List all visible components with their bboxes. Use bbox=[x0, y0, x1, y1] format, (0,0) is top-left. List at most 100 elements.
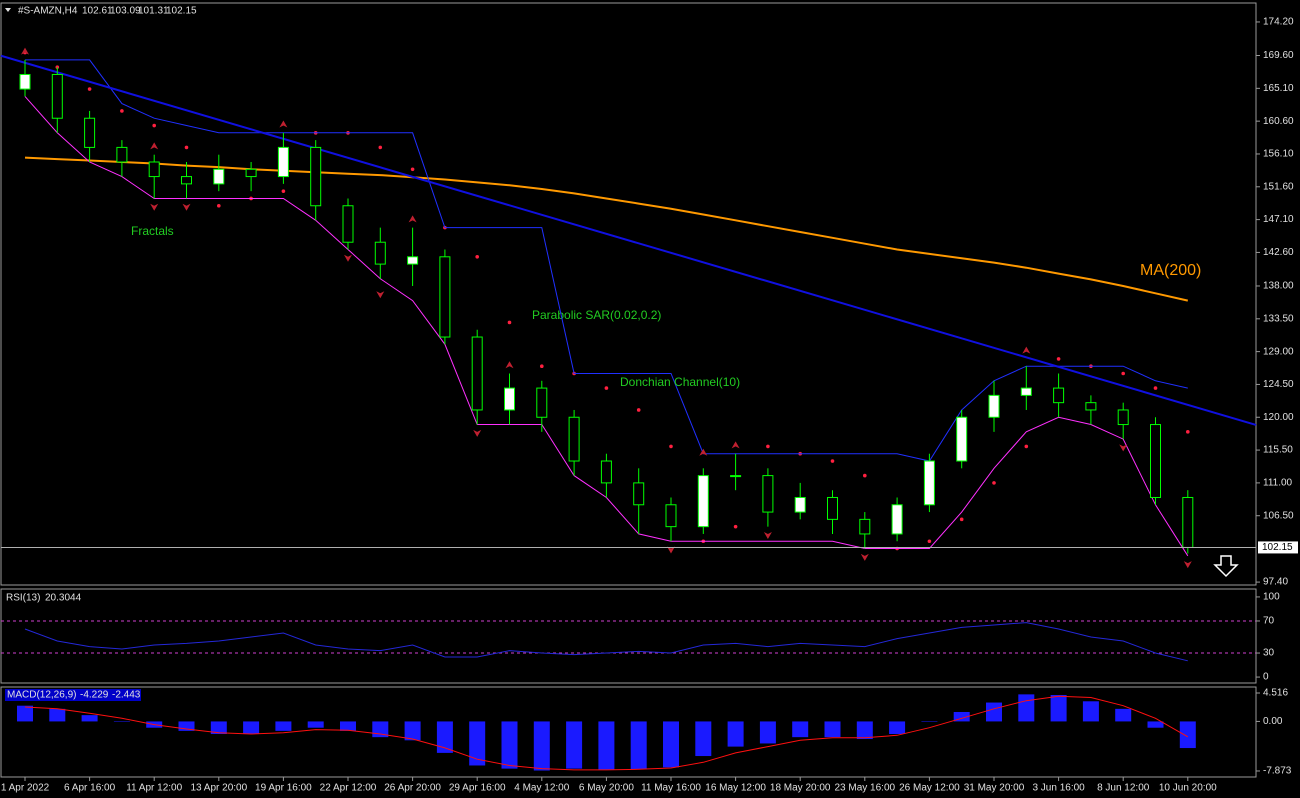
y-tick-label: 133.50 bbox=[1263, 313, 1294, 324]
y-tick-label: 142.60 bbox=[1263, 247, 1294, 258]
fractal-up bbox=[279, 120, 288, 128]
sar-dot bbox=[959, 517, 964, 522]
y-tick-label: -7.873 bbox=[1263, 766, 1292, 777]
series-label: Donchian Channel(10) bbox=[620, 375, 740, 389]
macd-title-box bbox=[5, 689, 141, 701]
series-label: Fractals bbox=[131, 224, 174, 238]
x-tick-label: 10 Jun 20:00 bbox=[1159, 783, 1217, 794]
fractal-up bbox=[150, 142, 159, 150]
sar-dot bbox=[378, 145, 383, 150]
candle-body bbox=[84, 117, 96, 148]
x-tick-label: 1 Apr 2022 bbox=[1, 783, 50, 794]
x-tick-label: 26 Apr 20:00 bbox=[384, 783, 441, 794]
macd-bar bbox=[921, 721, 938, 722]
macd-bar bbox=[986, 702, 1002, 722]
candle-body bbox=[148, 161, 160, 178]
fractal-up bbox=[699, 448, 708, 456]
candle-body bbox=[1053, 387, 1065, 404]
candle-body bbox=[956, 416, 968, 462]
macd-bar bbox=[1179, 721, 1196, 749]
candle-body bbox=[51, 73, 63, 119]
sar-dot bbox=[1186, 430, 1190, 434]
y-tick-label: 129.00 bbox=[1263, 346, 1294, 357]
macd-bar bbox=[533, 721, 550, 771]
ma-line bbox=[24, 156, 1189, 302]
y-tick-label: 4.516 bbox=[1263, 688, 1288, 699]
x-tick-label: 6 May 20:00 bbox=[579, 783, 634, 794]
sar-dot bbox=[669, 444, 673, 449]
macd-bar bbox=[792, 721, 809, 738]
x-tick-label: 8 Jun 12:00 bbox=[1097, 783, 1150, 794]
sar-dot bbox=[120, 109, 124, 113]
candle-body bbox=[568, 416, 580, 462]
macd-bar bbox=[243, 721, 260, 735]
sar-dot bbox=[604, 386, 609, 390]
candle-body bbox=[116, 146, 128, 163]
y-tick-label: 156.10 bbox=[1263, 149, 1294, 160]
macd-bar bbox=[275, 721, 292, 731]
header-close: 102.15 bbox=[166, 6, 197, 17]
x-tick-label: 23 May 16:00 bbox=[834, 783, 895, 794]
donchian-lower bbox=[24, 96, 1189, 557]
candle-body bbox=[697, 475, 709, 528]
macd-bar bbox=[598, 721, 615, 770]
macd-bar bbox=[81, 715, 98, 722]
macd-bar bbox=[1082, 701, 1099, 722]
sar-dot bbox=[217, 203, 221, 208]
candle-body bbox=[536, 387, 548, 418]
y-tick-label: 147.10 bbox=[1263, 214, 1294, 225]
fractal-up bbox=[408, 215, 417, 223]
down-arrow-icon bbox=[1213, 555, 1239, 578]
macd-bar bbox=[824, 721, 841, 738]
y-tick-label: 160.60 bbox=[1263, 116, 1294, 127]
candle-body bbox=[504, 387, 515, 411]
donchian-upper bbox=[25, 59, 1188, 462]
macd-bar bbox=[695, 721, 712, 757]
y-tick-label: 0 bbox=[1263, 672, 1269, 683]
y-tick-label: 97.40 bbox=[1263, 577, 1288, 588]
sar-dot bbox=[507, 320, 512, 325]
x-tick-label: 11 Apr 12:00 bbox=[126, 783, 182, 794]
macd-pane bbox=[0, 686, 1257, 778]
y-tick-label: 151.60 bbox=[1263, 181, 1294, 192]
x-tick-label: 16 May 12:00 bbox=[705, 783, 766, 794]
candle-body bbox=[730, 475, 742, 478]
header-high: 103.09 bbox=[110, 6, 141, 17]
sar-dot bbox=[87, 87, 92, 91]
sar-dot bbox=[830, 459, 835, 463]
sar-dot bbox=[1056, 357, 1061, 361]
macd-bar bbox=[889, 721, 906, 735]
candle-body bbox=[794, 496, 806, 513]
y-tick-label: 169.60 bbox=[1263, 50, 1294, 61]
sar-dot bbox=[766, 444, 770, 449]
header-open: 102.61 bbox=[82, 6, 113, 17]
x-tick-label: 22 Apr 12:00 bbox=[320, 783, 377, 794]
macd-bar bbox=[469, 721, 486, 766]
candle-body bbox=[1085, 402, 1097, 411]
rsi-pane bbox=[0, 588, 1257, 684]
macd-bar bbox=[566, 721, 583, 769]
fractal-down bbox=[860, 553, 869, 561]
fractal-down bbox=[763, 531, 772, 539]
rsi-title: RSI(13) bbox=[6, 593, 40, 604]
candle-body bbox=[342, 205, 354, 243]
y-tick-label: 115.50 bbox=[1263, 445, 1293, 456]
price-tag-label: 102.15 bbox=[1262, 542, 1293, 553]
candle-body bbox=[827, 496, 838, 520]
trendline bbox=[0, 54, 1257, 426]
macd-bar bbox=[210, 721, 227, 735]
macd-bar bbox=[501, 721, 518, 769]
macd-bar bbox=[856, 721, 873, 740]
sar-dot bbox=[927, 539, 932, 544]
y-tick-label: 165.10 bbox=[1263, 83, 1294, 94]
macd-title: MACD(12,26,9) bbox=[7, 690, 76, 701]
candle-body bbox=[245, 168, 257, 178]
macd-bar bbox=[113, 721, 130, 722]
candle-body bbox=[600, 460, 612, 484]
macd-bar bbox=[1018, 694, 1035, 722]
fractal-up bbox=[505, 361, 514, 369]
menu-icon[interactable] bbox=[5, 8, 11, 12]
candle-body bbox=[762, 475, 774, 513]
sar-dot bbox=[281, 189, 286, 193]
